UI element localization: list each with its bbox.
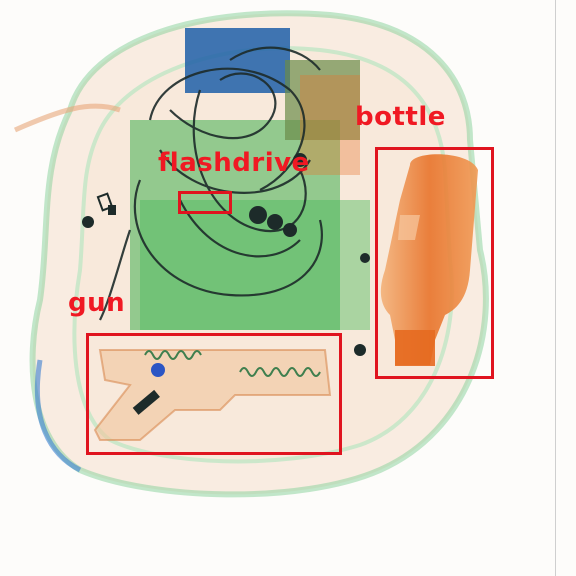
gun-hammer-blue [151, 363, 165, 377]
gun-label: gun [68, 288, 126, 318]
bottle-xray [380, 154, 478, 366]
flashdrive-label: flashdrive [158, 148, 310, 178]
orange-pouch [300, 75, 360, 175]
gun-bounding-box [86, 333, 342, 455]
gun-magazine [132, 389, 160, 415]
bag-blue-edge [34, 359, 82, 473]
blue-dense-object [185, 28, 290, 93]
gun-spring-front [144, 350, 202, 360]
bottle-label: bottle [355, 102, 446, 132]
zipper-pulls [96, 192, 116, 215]
gun-xray [93, 349, 332, 441]
cable-tangle [99, 46, 323, 321]
bag-strap [13, 103, 121, 133]
image-edge-line [555, 0, 556, 576]
cable-connectors [82, 153, 370, 356]
bottle-bounding-box [375, 147, 494, 379]
flashdrive-bounding-box [178, 191, 232, 214]
gun-spring-rear [239, 367, 321, 377]
